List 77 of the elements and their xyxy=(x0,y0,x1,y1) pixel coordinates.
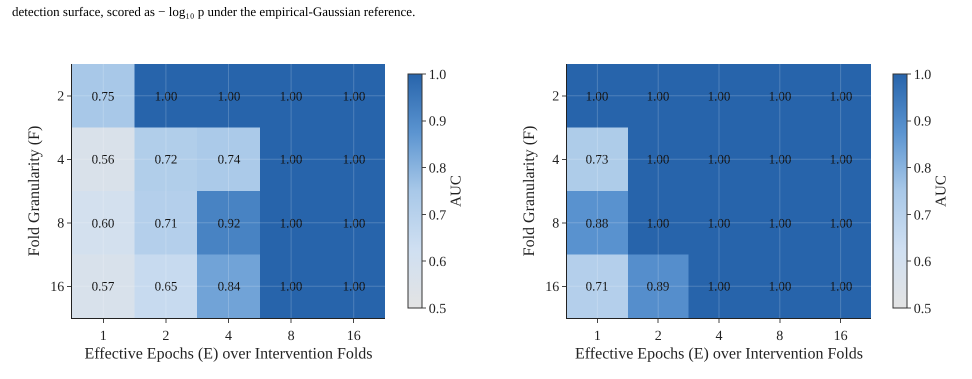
data-label: 1.00 xyxy=(708,152,730,167)
data-label: 1.00 xyxy=(586,88,608,104)
x-tick-label: 8 xyxy=(776,328,784,344)
y-tick-label: 8 xyxy=(57,216,64,232)
data-label: 1.00 xyxy=(342,216,366,231)
data-label: 1.00 xyxy=(154,88,178,104)
x-tick-label: 16 xyxy=(346,328,361,344)
color-bar-label: 1.0 xyxy=(914,68,932,83)
data-label: 1.00 xyxy=(830,278,852,294)
data-label: 1.00 xyxy=(708,88,730,104)
color-bar-label: 0.9 xyxy=(428,114,446,130)
data-label: 0.56 xyxy=(92,152,115,167)
data-label: 0.71 xyxy=(586,278,608,294)
data-label: 0.92 xyxy=(218,216,240,231)
color-bar-label: 0.9 xyxy=(914,114,932,130)
color-bar-label: 0.5 xyxy=(428,302,446,317)
color-bar-label: 0.7 xyxy=(428,208,446,224)
data-label: 1.00 xyxy=(646,216,670,231)
y-tick-label: 16 xyxy=(545,280,560,296)
data-label: 1.00 xyxy=(280,278,302,294)
y-tick-label: 2 xyxy=(57,90,64,105)
data-label: 1.00 xyxy=(280,152,302,167)
y-tick-label: 8 xyxy=(552,216,560,232)
data-label: 1.00 xyxy=(768,216,792,231)
y-tick-label: 4 xyxy=(552,153,560,168)
data-label: 1.00 xyxy=(280,216,302,231)
data-label: 1.00 xyxy=(646,152,670,167)
y-axis-title: Fold Granularity (F) xyxy=(26,126,44,256)
data-label: 0.60 xyxy=(92,216,114,231)
color-bar-label: 0.5 xyxy=(914,302,932,317)
data-label: 0.74 xyxy=(218,152,241,167)
x-axis-title: Effective Epochs (E) over Intervention Folds xyxy=(84,346,373,362)
color-bar-title: AUC xyxy=(448,175,464,207)
data-label: 1.00 xyxy=(280,88,302,104)
x-tick-label: 1 xyxy=(594,328,601,344)
data-label: 0.75 xyxy=(92,88,114,104)
color-bar-label: 0.6 xyxy=(914,255,932,270)
data-label: 1.00 xyxy=(830,216,852,231)
color-bar-label: 0.8 xyxy=(914,162,932,176)
x-tick-label: 4 xyxy=(716,328,722,344)
data-label: 0.72 xyxy=(154,152,178,167)
data-label: 1.00 xyxy=(830,152,852,167)
data-label: 0.73 xyxy=(586,152,608,167)
x-tick-label: 16 xyxy=(834,328,848,344)
x-tick-label: 2 xyxy=(654,328,662,344)
y-tick-label: 2 xyxy=(552,90,560,105)
data-label: 1.00 xyxy=(708,216,730,231)
data-label: 1.00 xyxy=(708,278,730,294)
data-label: 1.00 xyxy=(218,88,240,104)
data-label: 0.65 xyxy=(154,278,178,294)
x-tick-label: 4 xyxy=(225,328,232,344)
data-label: 0.71 xyxy=(154,216,178,231)
x-tick-label: 8 xyxy=(288,328,295,344)
data-label: 1.00 xyxy=(646,88,670,104)
data-label: 0.84 xyxy=(218,278,241,294)
data-label: 1.00 xyxy=(830,88,852,104)
y-tick-label: 4 xyxy=(57,153,64,168)
y-tick-label: 16 xyxy=(50,280,64,296)
x-tick-label: 2 xyxy=(162,328,170,344)
color-bar-label: 0.6 xyxy=(428,255,446,270)
text: detection surface, scored as − log₁₀ p under the empirical-Gaussian reference. xyxy=(12,4,416,20)
color-bar-label: 1.0 xyxy=(428,68,446,83)
color-bar-label: 0.8 xyxy=(428,162,446,176)
x-axis-title: Effective Epochs (E) over Intervention Folds xyxy=(574,346,864,362)
data-label: 1.00 xyxy=(342,152,366,167)
data-label: 1.00 xyxy=(768,278,792,294)
color-bar-title: AUC xyxy=(933,175,950,207)
data-label: 1.00 xyxy=(342,278,366,294)
data-label: 1.00 xyxy=(768,152,792,167)
data-label: 0.88 xyxy=(586,216,608,231)
data-label: 1.00 xyxy=(768,88,792,104)
data-label: 0.89 xyxy=(646,278,670,294)
data-label: 0.57 xyxy=(92,278,115,294)
y-axis-title: Fold Granularity (F) xyxy=(521,126,538,256)
color-bar-label: 0.7 xyxy=(914,208,932,224)
x-tick-label: 1 xyxy=(100,328,107,344)
data-label: 1.00 xyxy=(342,88,366,104)
